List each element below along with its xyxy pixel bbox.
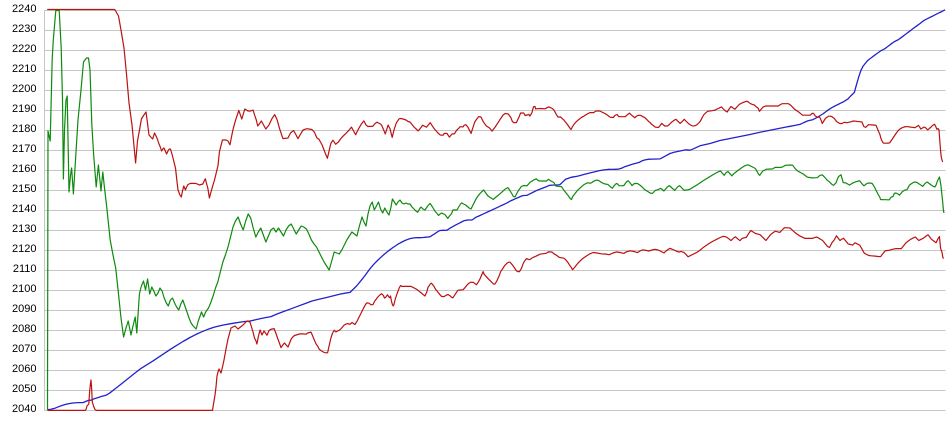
- svg-text:2090: 2090: [12, 303, 36, 315]
- svg-text:2240: 2240: [12, 3, 36, 15]
- svg-text:2160: 2160: [12, 163, 36, 175]
- svg-text:2070: 2070: [12, 343, 36, 355]
- svg-text:2040: 2040: [12, 403, 36, 415]
- svg-text:2080: 2080: [12, 323, 36, 335]
- svg-text:2120: 2120: [12, 243, 36, 255]
- svg-text:2210: 2210: [12, 63, 36, 75]
- svg-text:2050: 2050: [12, 383, 36, 395]
- svg-text:2200: 2200: [12, 83, 36, 95]
- svg-text:2110: 2110: [13, 263, 37, 275]
- svg-text:2190: 2190: [12, 103, 36, 115]
- svg-text:2060: 2060: [12, 363, 36, 375]
- svg-text:2150: 2150: [12, 183, 36, 195]
- svg-text:2180: 2180: [12, 123, 36, 135]
- svg-text:2230: 2230: [12, 23, 36, 35]
- svg-text:2170: 2170: [12, 143, 36, 155]
- svg-text:2130: 2130: [12, 223, 36, 235]
- svg-text:2220: 2220: [12, 43, 36, 55]
- svg-text:2140: 2140: [12, 203, 36, 215]
- svg-text:2100: 2100: [12, 283, 36, 295]
